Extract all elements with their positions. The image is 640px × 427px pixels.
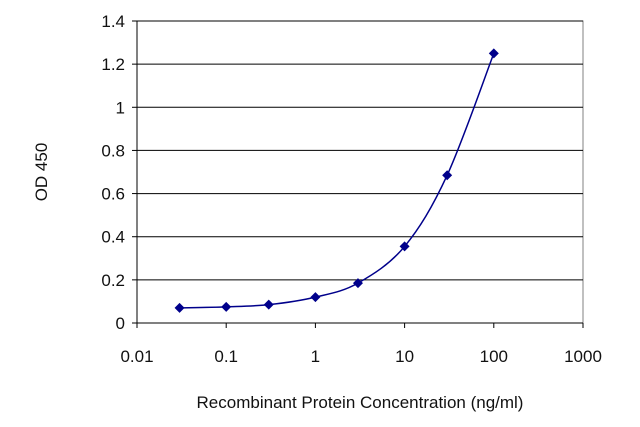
data-point-marker <box>352 278 363 289</box>
x-tick-label: 0.01 <box>120 347 153 366</box>
series-group <box>174 48 499 313</box>
data-point-marker <box>174 302 185 313</box>
y-tick-label: 1 <box>116 98 125 117</box>
x-tick-label: 1000 <box>564 347 602 366</box>
y-tick-label: 0.4 <box>101 228 125 247</box>
data-point-marker <box>399 241 410 252</box>
data-point-marker <box>442 170 453 181</box>
y-tick-label: 0 <box>116 314 125 333</box>
data-point-marker <box>263 299 274 310</box>
y-tick-label: 1.2 <box>101 55 125 74</box>
x-tick-label: 10 <box>395 347 414 366</box>
grid-lines <box>137 20 583 281</box>
data-point-marker <box>221 301 232 312</box>
x-tick-label: 1 <box>311 347 320 366</box>
y-tick-label: 0.2 <box>101 271 125 290</box>
y-tick-label: 1.4 <box>101 12 125 31</box>
plot-area <box>136 20 584 324</box>
x-ticks: 0.01 0.1 1 10 100 1000 <box>120 323 602 366</box>
x-tick-label: 0.1 <box>214 347 238 366</box>
data-point-marker <box>488 48 499 59</box>
x-axis-title: Recombinant Protein Concentration (ng/ml… <box>197 393 524 412</box>
y-tick-label: 0.6 <box>101 185 125 204</box>
y-tick-label: 0.8 <box>101 141 125 160</box>
y-ticks: 0 0.2 0.4 0.6 0.8 1 1.2 1.4 <box>101 12 137 333</box>
axes <box>136 21 583 324</box>
data-point-marker <box>310 292 321 303</box>
y-axis-title: OD 450 <box>32 143 51 202</box>
x-tick-label: 100 <box>480 347 508 366</box>
